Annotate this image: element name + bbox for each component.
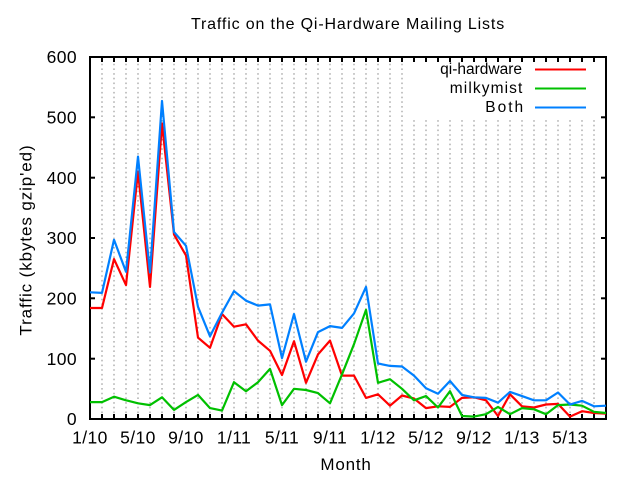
- svg-text:5/12: 5/12: [408, 428, 444, 448]
- svg-text:1/12: 1/12: [360, 428, 396, 448]
- svg-text:9/12: 9/12: [456, 428, 492, 448]
- svg-text:600: 600: [47, 47, 77, 67]
- svg-text:1/10: 1/10: [72, 428, 108, 448]
- svg-text:5/13: 5/13: [552, 428, 588, 448]
- svg-text:qi-hardware: qi-hardware: [440, 61, 522, 78]
- svg-text:400: 400: [47, 168, 77, 188]
- svg-text:100: 100: [47, 349, 77, 369]
- svg-text:200: 200: [47, 289, 77, 309]
- svg-text:1/11: 1/11: [217, 428, 251, 448]
- svg-text:0: 0: [67, 409, 77, 429]
- svg-text:500: 500: [47, 108, 77, 128]
- svg-text:9/10: 9/10: [168, 428, 204, 448]
- svg-text:5/10: 5/10: [120, 428, 156, 448]
- svg-text:Both: Both: [485, 99, 525, 116]
- svg-text:milkymist: milkymist: [450, 80, 524, 97]
- svg-text:Month: Month: [320, 455, 371, 474]
- svg-text:Traffic (kbytes gzip'ed): Traffic (kbytes gzip'ed): [17, 144, 36, 335]
- svg-text:1/13: 1/13: [504, 428, 540, 448]
- svg-text:9/11: 9/11: [313, 428, 347, 448]
- svg-text:5/11: 5/11: [265, 428, 299, 448]
- svg-text:Traffic on the Qi-Hardware Mai: Traffic on the Qi-Hardware Mailing Lists: [191, 16, 505, 33]
- svg-text:300: 300: [47, 228, 77, 248]
